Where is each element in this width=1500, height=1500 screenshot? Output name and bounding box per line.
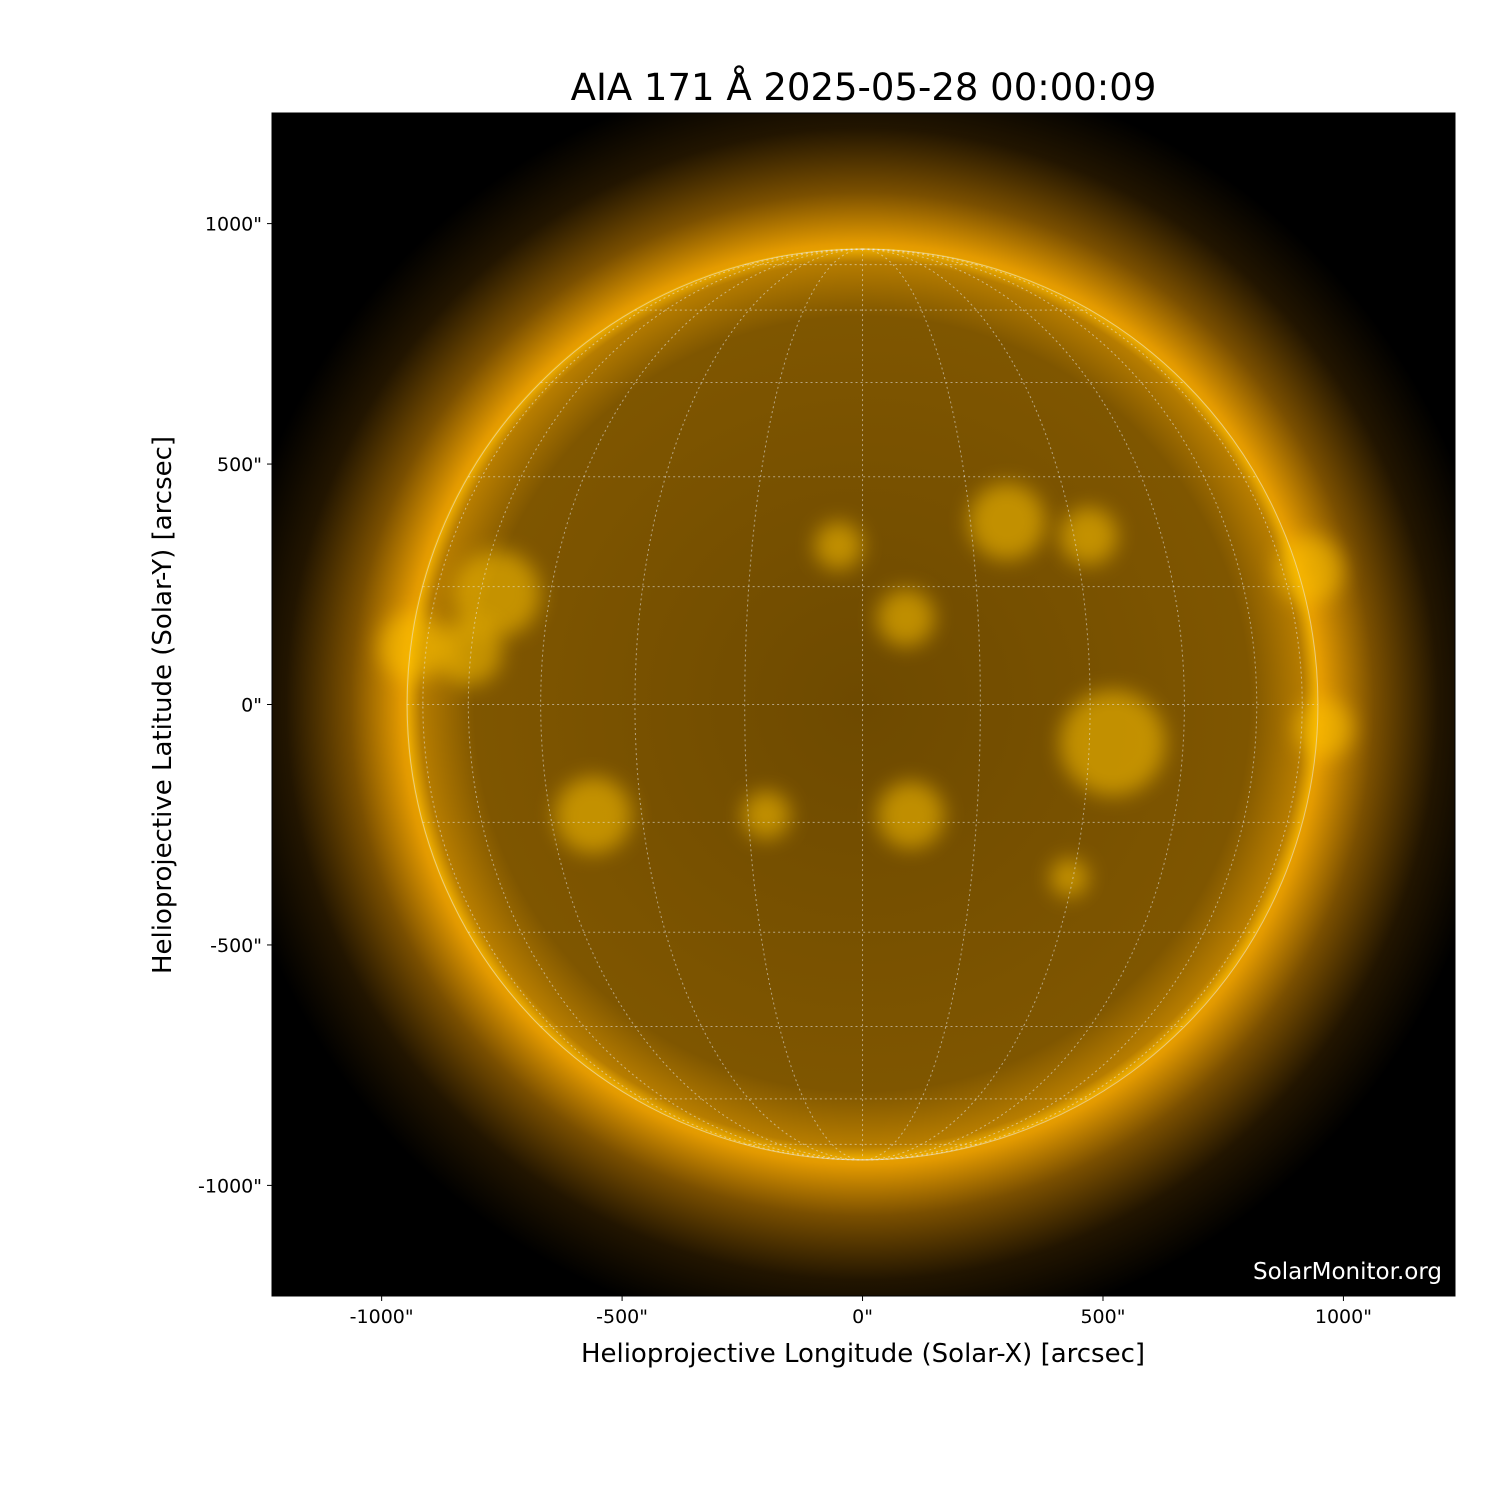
longitude-line — [422, 248, 863, 1161]
longitude-line — [862, 248, 1091, 1161]
active-region — [877, 781, 945, 849]
longitude-line — [634, 248, 863, 1161]
active-region — [434, 618, 502, 686]
active-region — [1059, 690, 1166, 796]
active-region — [554, 776, 632, 854]
x-tick-label: 500" — [1080, 1306, 1125, 1328]
longitude-line — [540, 248, 863, 1161]
active-region — [1050, 858, 1089, 897]
active-regions — [379, 483, 1353, 897]
x-tick-label: -1000" — [350, 1306, 414, 1328]
y-axis: 1000" 500" 0" -500" -1000" — [198, 214, 272, 1197]
longitude-line — [862, 248, 981, 1161]
longitude-line — [744, 248, 863, 1161]
x-axis-label: Helioprojective Longitude (Solar-X) [arc… — [581, 1339, 1145, 1369]
active-region — [814, 521, 863, 570]
active-region — [1295, 699, 1353, 758]
active-region — [379, 613, 447, 681]
x-tick-label: 1000" — [1315, 1306, 1372, 1328]
y-tick-label: 500" — [217, 454, 262, 476]
active-region — [1059, 507, 1118, 565]
y-tick-label: -500" — [210, 935, 262, 957]
x-axis: -1000" -500" 0" 500" 1000" — [350, 1296, 1372, 1328]
watermark: SolarMonitor.org — [1253, 1259, 1442, 1285]
active-region — [877, 589, 935, 647]
x-tick-label: 0" — [852, 1306, 873, 1328]
longitude-line — [862, 248, 1185, 1161]
chart-title: AIA 171 Å 2025-05-28 00:00:09 — [570, 66, 1157, 109]
active-region — [1276, 536, 1344, 604]
active-region — [742, 791, 791, 840]
heliographic-grid — [406, 248, 1319, 1161]
y-tick-label: 0" — [241, 695, 262, 717]
x-tick-label: -500" — [596, 1306, 648, 1328]
limb-line — [406, 248, 1319, 1161]
active-region — [968, 483, 1046, 561]
y-tick-label: -1000" — [198, 1175, 262, 1197]
longitude-line — [862, 248, 1303, 1161]
active-region — [453, 550, 541, 638]
y-tick-label: 1000" — [205, 214, 262, 236]
y-axis-label: Helioprojective Latitude (Solar-Y) [arcs… — [148, 436, 178, 974]
